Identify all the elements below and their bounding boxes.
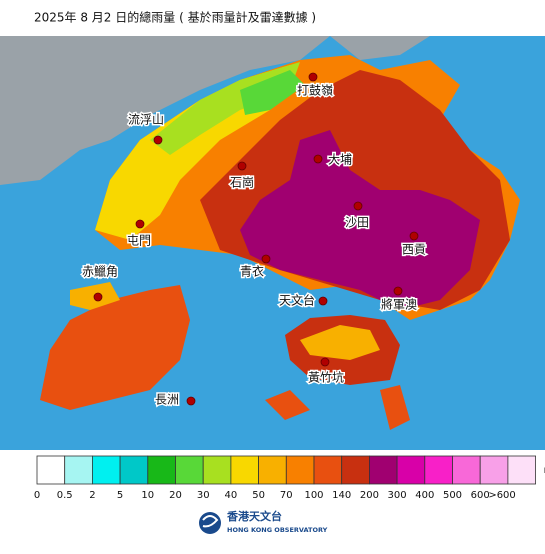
station-dot (93, 292, 103, 302)
legend-label: 140 (332, 490, 351, 501)
legend-label: 0 (34, 490, 40, 501)
legend-label: 100 (304, 490, 323, 501)
legend-swatch (147, 455, 176, 485)
station-dot (353, 201, 363, 211)
legend-label: 500 (443, 490, 462, 501)
legend-swatch (64, 455, 93, 485)
place-label: 天文台 (279, 293, 315, 308)
logo-english: HONG KONG OBSERVATORY (227, 526, 328, 534)
legend-swatch (479, 455, 509, 485)
logo-name: 香港天文台 (226, 509, 282, 523)
legend-label: 10 (141, 490, 154, 501)
place-label: 打鼓嶺 (297, 84, 333, 98)
place-label: 屯門 (127, 234, 151, 248)
station-dot (318, 296, 328, 306)
place-label: 黃竹坑 (308, 370, 344, 385)
legend-swatch (313, 455, 343, 485)
station-dot (313, 154, 323, 164)
land-zone (265, 390, 310, 420)
place-label: 青衣 (240, 264, 264, 279)
station-dot (409, 231, 419, 241)
legend-label: 0.5 (57, 490, 73, 501)
place-label: 赤鱲角 (82, 265, 118, 279)
legend-swatch (175, 455, 204, 485)
station-dot (308, 72, 318, 82)
place-label: 大埔 (328, 153, 352, 167)
land-zone (40, 285, 190, 410)
logo-icon (202, 515, 219, 528)
legend-label: 200 (360, 490, 379, 501)
legend-label: 20 (169, 490, 182, 501)
land-zone (240, 70, 305, 115)
legend-swatch (285, 455, 315, 485)
legend-swatch (36, 455, 66, 485)
place-label: 石崗 (230, 176, 254, 190)
place-label: 長洲 (155, 393, 179, 407)
place-label: 西貢 (402, 243, 426, 257)
land-zone (300, 325, 380, 360)
map (0, 36, 545, 450)
legend-label: 30 (197, 490, 210, 501)
legend-label: 5 (117, 490, 123, 501)
legend-label: 70 (280, 490, 293, 501)
legend: 0 0.5 2 5 10 20 30 40 50 70 100 140 200 300 400 500 600>… (34, 455, 545, 501)
legend-swatch (396, 455, 426, 485)
legend-label: 40 (225, 490, 238, 501)
legend-swatch (341, 455, 370, 485)
station-dot (261, 254, 271, 264)
place-label: 沙田 (345, 216, 369, 230)
station-dot (237, 161, 247, 171)
mainland (330, 36, 430, 60)
station-dot (186, 396, 196, 406)
legend-swatch (119, 455, 149, 485)
legend-swatch (452, 455, 481, 485)
legend-label: 400 (415, 490, 434, 501)
land-zone (240, 130, 480, 310)
station-dot (393, 286, 403, 296)
legend-swatch (507, 455, 536, 485)
place-label: 流浮山 (128, 113, 164, 127)
legend-swatch (202, 455, 232, 485)
legend-label: 2 (89, 490, 95, 501)
legend-swatch (368, 455, 398, 485)
land-zone (380, 385, 410, 430)
legend-swatch (258, 455, 287, 485)
legend-label: >600 (488, 490, 515, 501)
legend-label: 300 (388, 490, 407, 501)
station-dot (153, 135, 163, 145)
station-dot (135, 219, 145, 229)
title: 2025年 8 月2 日的總雨量 ( 基於雨量計及雷達數據 ) (34, 10, 316, 25)
legend-swatch (230, 455, 259, 485)
legend-swatch (424, 455, 453, 485)
legend-unit: mm (544, 465, 545, 476)
legend-swatch (92, 455, 121, 485)
station-dot (320, 357, 330, 367)
legend-label: 600 (471, 490, 490, 501)
logo: 香港天文台 HONG KONG OBSERVATORY (199, 509, 328, 534)
place-label: 將軍澳 (381, 297, 417, 312)
mainland (0, 36, 330, 185)
legend-label: 50 (252, 490, 265, 501)
